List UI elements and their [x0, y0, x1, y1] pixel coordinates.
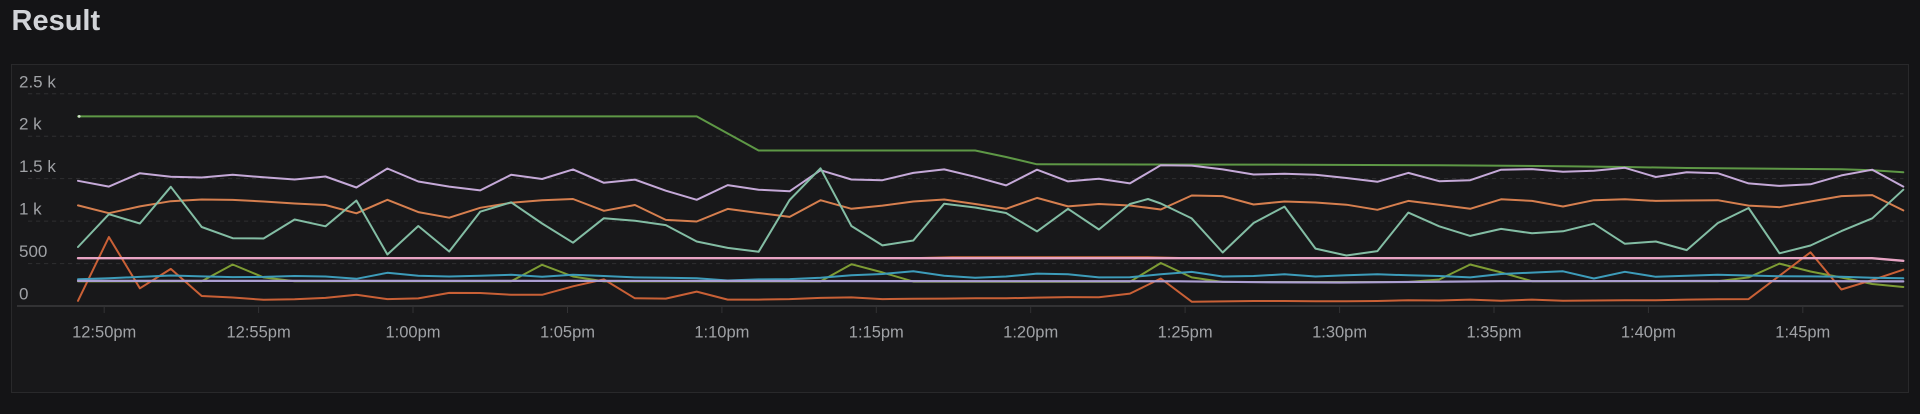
svg-text:500: 500: [19, 242, 47, 261]
svg-text:0: 0: [19, 285, 28, 304]
svg-text:1:45pm: 1:45pm: [1775, 324, 1830, 342]
svg-text:2 k: 2 k: [19, 115, 42, 134]
svg-text:1:40pm: 1:40pm: [1621, 324, 1676, 342]
svg-text:1:00pm: 1:00pm: [385, 324, 440, 342]
svg-text:1:25pm: 1:25pm: [1158, 324, 1213, 342]
svg-text:1:30pm: 1:30pm: [1312, 324, 1367, 342]
svg-text:2.5 k: 2.5 k: [19, 72, 56, 91]
svg-text:1:10pm: 1:10pm: [694, 324, 749, 342]
svg-text:1:05pm: 1:05pm: [540, 324, 595, 342]
svg-text:1:15pm: 1:15pm: [849, 324, 904, 342]
svg-text:1:35pm: 1:35pm: [1466, 324, 1521, 342]
svg-text:1:20pm: 1:20pm: [1003, 324, 1058, 342]
svg-text:12:55pm: 12:55pm: [226, 324, 290, 342]
svg-text:12:50pm: 12:50pm: [72, 324, 136, 342]
svg-text:1 k: 1 k: [19, 200, 42, 219]
svg-text:1.5 k: 1.5 k: [19, 157, 56, 176]
